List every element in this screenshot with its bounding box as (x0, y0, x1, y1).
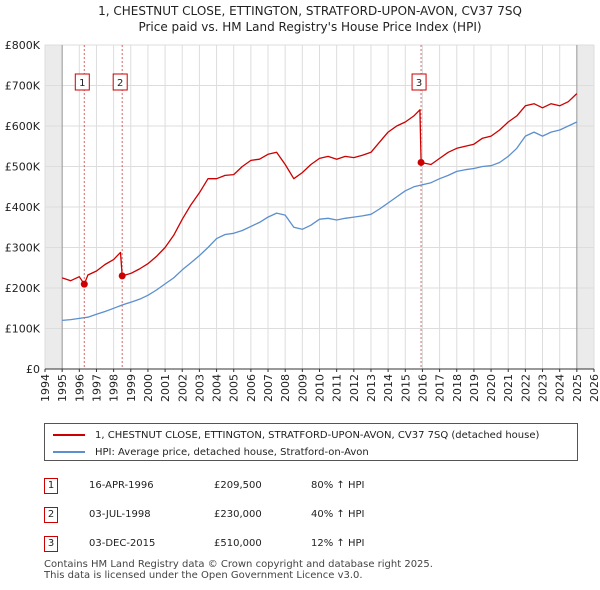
sale-hpi-change: 40% ↑ HPI (311, 509, 365, 520)
legend-item-hpi: HPI: Average price, detached house, Stra… (53, 444, 369, 460)
chart-title: 1, CHESTNUT CLOSE, ETTINGTON, STRATFORD-… (98, 4, 522, 18)
sale-date: 03-JUL-1998 (89, 509, 151, 520)
sale-badge: 1 (44, 478, 58, 494)
y-tick-label: £700K (5, 80, 41, 93)
x-tick-label: 2005 (228, 374, 241, 402)
sale-point (118, 272, 126, 280)
y-tick-label: £400K (5, 201, 41, 214)
x-tick-label: 2014 (382, 374, 395, 402)
sale-box-label: 1 (79, 78, 85, 89)
x-tick-label: 2004 (211, 374, 224, 402)
sale-box (112, 73, 128, 91)
sale-box-label: 3 (416, 78, 422, 89)
sale-hpi-change: 80% ↑ HPI (311, 480, 365, 491)
legend-swatch-hpi (53, 451, 85, 453)
x-tick-label: 1998 (108, 374, 121, 402)
footer-line-1: Contains HM Land Registry data © Crown c… (44, 559, 433, 570)
sale-row: 1 16-APR-1996 £209,500 80% ↑ HPI (44, 478, 464, 496)
x-tick-label: 2010 (314, 374, 327, 402)
legend-item-property: 1, CHESTNUT CLOSE, ETTINGTON, STRATFORD-… (53, 427, 539, 443)
x-tick-label: 2007 (262, 374, 275, 402)
x-tick-label: 2001 (159, 374, 172, 402)
x-tick-label: 1997 (90, 374, 103, 402)
x-tick-label: 2020 (485, 374, 498, 402)
x-tick-label: 2022 (519, 374, 532, 402)
footer-attribution: Contains HM Land Registry data © Crown c… (44, 559, 433, 581)
sale-point (80, 280, 88, 288)
property-series-line (61, 93, 578, 285)
x-tick-label: 1994 (39, 374, 52, 402)
x-tick-label: 2008 (279, 374, 292, 402)
footer-line-2: This data is licensed under the Open Gov… (44, 570, 363, 581)
x-tick-label: 2023 (537, 374, 550, 402)
y-tick-label: £600K (5, 120, 41, 133)
x-tick-label: 2011 (331, 374, 344, 402)
x-tick-label: 2013 (365, 374, 378, 402)
sale-price: £230,000 (214, 509, 262, 520)
sale-price: £209,500 (214, 480, 262, 491)
price-chart: 1, CHESTNUT CLOSE, ETTINGTON, STRATFORD-… (5, 4, 600, 402)
sale-row: 2 03-JUL-1998 £230,000 40% ↑ HPI (44, 507, 464, 525)
sale-price: £510,000 (214, 538, 262, 549)
sale-hpi-change: 12% ↑ HPI (311, 538, 365, 549)
x-tick-label: 1996 (73, 374, 86, 402)
x-tick-label: 2019 (468, 374, 481, 402)
legend-swatch-property (53, 434, 85, 436)
x-tick-label: 2016 (416, 374, 429, 402)
y-tick-label: £100K (5, 323, 41, 336)
y-tick-label: £200K (5, 282, 41, 295)
sale-badge: 3 (44, 536, 58, 552)
y-tick-label: £0 (26, 363, 40, 376)
x-tick-label: 2024 (554, 374, 567, 402)
x-tick-label: 2026 (588, 374, 600, 402)
x-tick-label: 2003 (193, 374, 206, 402)
y-tick-label: £300K (5, 242, 41, 255)
x-tick-label: 2006 (245, 374, 258, 402)
x-tick-label: 2009 (296, 374, 309, 402)
sale-date: 03-DEC-2015 (89, 538, 156, 549)
x-tick-label: 1995 (56, 374, 69, 402)
sale-badge: 2 (44, 507, 58, 523)
x-tick-label: 2017 (434, 374, 447, 402)
hpi-series-line (62, 121, 578, 322)
chart-legend: 1, CHESTNUT CLOSE, ETTINGTON, STRATFORD-… (44, 423, 578, 461)
sale-box (411, 73, 427, 91)
sale-point (417, 158, 425, 166)
sale-date: 16-APR-1996 (89, 480, 154, 491)
x-tick-label: 2018 (451, 374, 464, 402)
x-tick-label: 2012 (348, 374, 361, 402)
x-tick-label: 2015 (399, 374, 412, 402)
x-tick-label: 2025 (571, 374, 584, 402)
y-tick-label: £500K (5, 161, 41, 174)
x-tick-label: 1999 (125, 374, 138, 402)
sale-row: 3 03-DEC-2015 £510,000 12% ↑ HPI (44, 536, 464, 554)
legend-label-property: 1, CHESTNUT CLOSE, ETTINGTON, STRATFORD-… (95, 429, 540, 441)
sale-box (74, 73, 90, 91)
legend-label-hpi: HPI: Average price, detached house, Stra… (95, 446, 369, 458)
sale-box-label: 2 (117, 78, 123, 89)
y-tick-label: £800K (5, 39, 41, 52)
chart-subtitle: Price paid vs. HM Land Registry's House … (138, 20, 481, 34)
x-tick-label: 2021 (502, 374, 515, 402)
x-tick-label: 2002 (176, 374, 189, 402)
x-tick-label: 2000 (142, 374, 155, 402)
